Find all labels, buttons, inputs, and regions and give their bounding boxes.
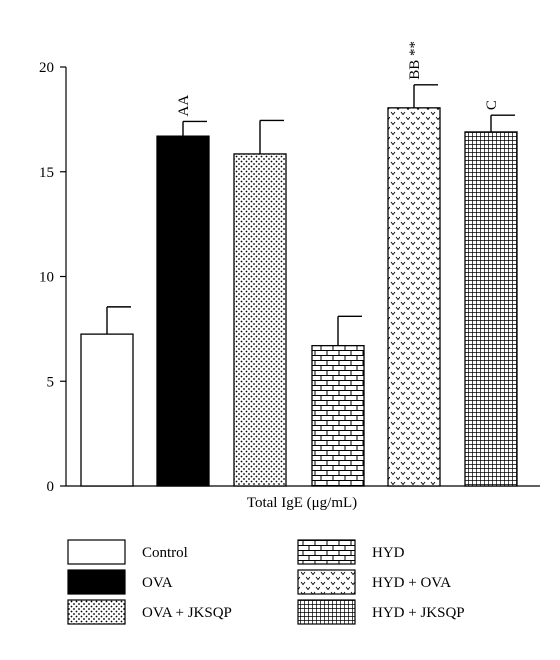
legend: Control HYD OVA HYD + OVA OVA + JKSQP HYD + J…: [67, 539, 465, 625]
bar-2: [156, 135, 210, 487]
bar-5: [387, 107, 441, 487]
y-tick-label: 0: [47, 479, 55, 495]
significance-label: C: [484, 100, 500, 110]
legend-label: HYD: [372, 545, 405, 561]
bar-annotations: AA BB ** C: [176, 41, 500, 116]
legend-swatch: [297, 539, 356, 565]
legend-label: OVA: [142, 575, 173, 591]
legend-label: Control: [142, 545, 188, 561]
y-tick-label: 15: [39, 165, 54, 181]
legend-label: OVA + JKSQP: [142, 605, 232, 621]
y-tick-label: 10: [39, 270, 54, 286]
bar-6: [464, 131, 518, 487]
legend-swatch: [297, 569, 356, 595]
y-tick-label: 5: [47, 374, 55, 390]
bar-4: [311, 344, 365, 487]
legend-label: HYD + JKSQP: [372, 605, 465, 621]
legend-swatch: [67, 539, 126, 565]
legend-swatch: [67, 599, 126, 625]
legend-swatch: [297, 599, 356, 625]
legend-swatch: [67, 569, 126, 595]
legend-label: HYD + OVA: [372, 575, 451, 591]
y-axis: 0 5 10 15 20: [39, 60, 540, 495]
significance-label: AA: [176, 95, 192, 117]
bars: [80, 84, 518, 487]
significance-label: BB **: [407, 41, 423, 80]
bar-3: [233, 153, 287, 487]
y-tick-label: 20: [39, 60, 54, 76]
x-axis-title: Total IgE (μg/mL): [247, 495, 357, 511]
bar-1: [80, 333, 134, 487]
